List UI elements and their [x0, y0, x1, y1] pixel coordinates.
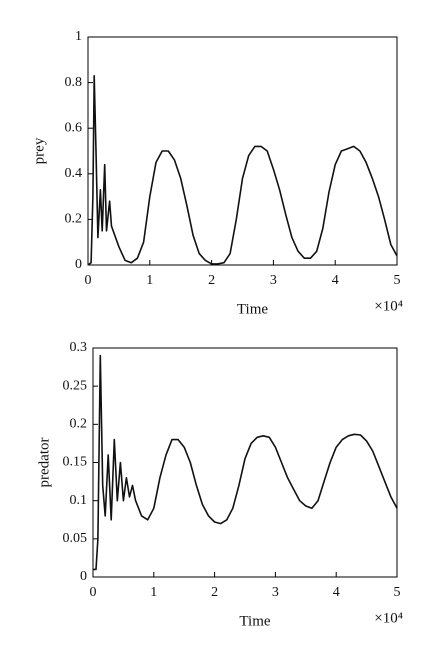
plot-frame: [87, 36, 398, 266]
y-tick-label: 0.15: [63, 455, 88, 470]
y-tick-label: 0.8: [65, 75, 83, 90]
y-tick-label: 0.2: [70, 417, 88, 432]
y-tick-label: 0.25: [63, 378, 88, 393]
x-tick-label: 2: [208, 273, 215, 288]
x-axis-label: Time: [239, 613, 270, 629]
x-tick-label: 3: [272, 585, 279, 600]
x-tick-label: 5: [394, 273, 401, 288]
x-scale-label: ×10⁴: [374, 610, 403, 626]
y-tick-label: 0: [80, 569, 87, 584]
x-axis-label: Time: [237, 301, 268, 317]
y-axis-label: prey: [31, 137, 47, 164]
x-tick-label: 4: [333, 585, 340, 600]
y-tick-label: 0: [75, 257, 82, 272]
y-tick-label: 0.3: [70, 340, 88, 355]
y-axis-label: predator: [36, 438, 52, 488]
x-tick-label: 5: [394, 585, 401, 600]
y-tick-label: 0.4: [65, 166, 83, 181]
x-tick-label: 4: [332, 273, 339, 288]
x-tick-label: 3: [270, 273, 277, 288]
y-tick-label: 0.1: [70, 493, 88, 508]
x-tick-label: 0: [85, 273, 92, 288]
x-tick-label: 0: [90, 585, 97, 600]
y-tick-label: 0.2: [65, 212, 83, 227]
x-tick-label: 2: [211, 585, 218, 600]
data-line: [93, 354, 398, 571]
plot-frame: [92, 347, 398, 578]
y-tick-label: 1: [75, 29, 82, 44]
y-tick-label: 0.05: [63, 531, 88, 546]
x-tick-label: 1: [146, 273, 153, 288]
x-scale-label: ×10⁴: [374, 298, 403, 314]
x-tick-label: 1: [150, 585, 157, 600]
y-tick-label: 0.6: [65, 120, 83, 135]
data-line: [87, 75, 398, 266]
